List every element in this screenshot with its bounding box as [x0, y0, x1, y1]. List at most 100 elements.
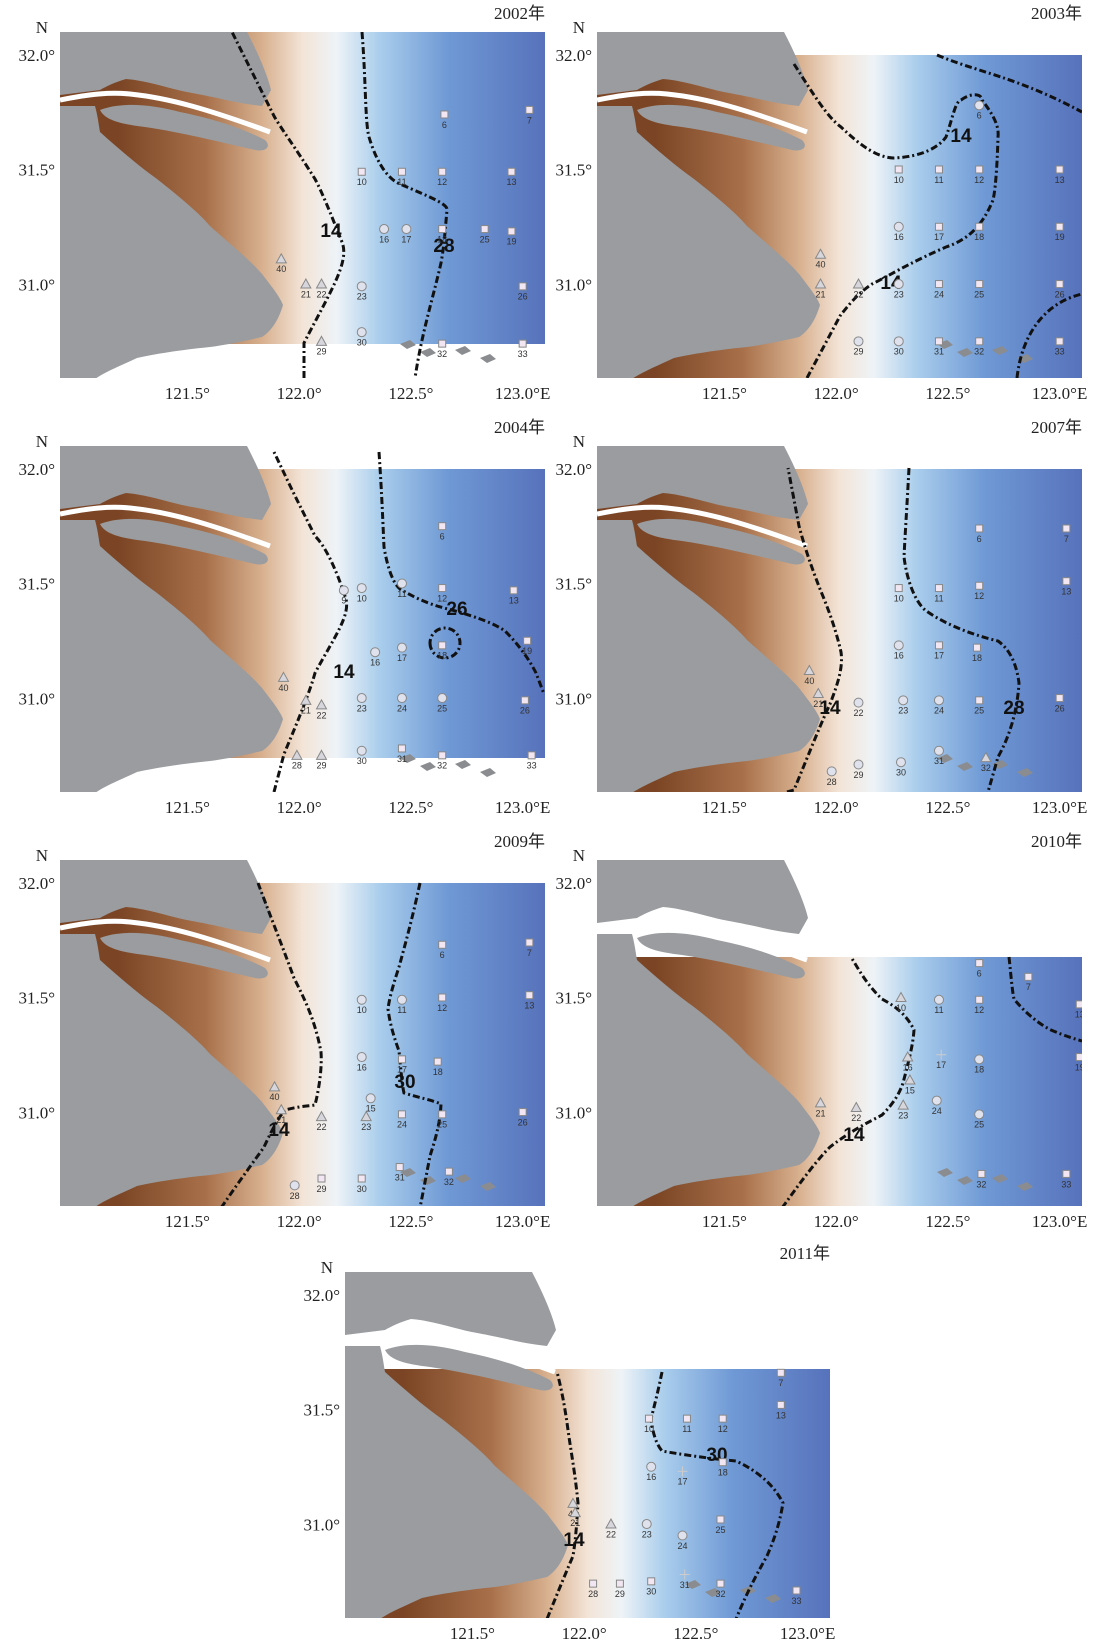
station [976, 525, 983, 532]
station-label: 25 [974, 706, 984, 716]
station-label: 31 [934, 347, 944, 357]
station-label: 6 [440, 950, 445, 960]
station [397, 579, 406, 588]
station-label: 23 [642, 1529, 652, 1539]
station-label: 12 [437, 177, 447, 187]
station [439, 642, 446, 649]
station-label: 16 [894, 651, 904, 661]
station-label: 24 [934, 289, 944, 299]
lat-tick-label: 31.0° [18, 275, 55, 294]
station [357, 746, 366, 755]
station [678, 1531, 687, 1540]
station-label: 18 [437, 651, 447, 661]
station-label: 19 [506, 237, 516, 247]
station [396, 1164, 403, 1171]
station-label: 30 [896, 768, 906, 778]
station-label: 16 [379, 234, 389, 244]
station [439, 994, 446, 1001]
station-label: 13 [1061, 587, 1071, 597]
north-label: N [36, 18, 48, 37]
station-label: 17 [934, 651, 944, 661]
panel-year: 2009年 [494, 832, 545, 851]
station-label: 17 [677, 1477, 687, 1487]
station [895, 585, 902, 592]
station [935, 585, 942, 592]
station-label: 18 [972, 653, 982, 663]
lon-tick-label: 122.0° [814, 384, 859, 403]
station [973, 644, 980, 651]
station-label: 25 [715, 1525, 725, 1535]
map-area: 1414610111213161718194021222324252629303… [597, 32, 1082, 379]
map-panel: 1414610111213161718194021222324252629303… [555, 4, 1087, 403]
station-label: 24 [934, 706, 944, 716]
station [439, 340, 446, 347]
station-label: 30 [894, 347, 904, 357]
station [935, 338, 942, 345]
station-label: 29 [316, 761, 326, 771]
map-area: 1428671011121316171840212223242526282930… [597, 446, 1082, 793]
station [397, 995, 406, 1004]
station-label: 16 [903, 1062, 913, 1072]
station-label: 10 [357, 593, 367, 603]
station [526, 992, 533, 999]
station-label: 32 [715, 1589, 725, 1599]
station-label: 11 [397, 589, 406, 599]
contour-label: 14 [950, 126, 972, 147]
station-label: 13 [524, 1001, 534, 1011]
lon-tick-label: 123.0°E [495, 384, 550, 403]
contour-label: 26 [446, 599, 467, 620]
lat-tick-label: 31.5° [555, 989, 592, 1008]
station-label: 17 [934, 232, 944, 242]
station [642, 1520, 651, 1529]
station [935, 281, 942, 288]
station-label: 10 [357, 1005, 367, 1015]
station-label: 7 [1064, 534, 1069, 544]
station-label: 13 [1075, 1010, 1085, 1020]
station [397, 643, 406, 652]
map-area: 1426691011121316171819402122232425262829… [60, 446, 545, 793]
station-label: 7 [1026, 982, 1031, 992]
station-label: 22 [851, 1113, 861, 1123]
station-label: 11 [934, 175, 943, 185]
station-label: 13 [1055, 175, 1065, 185]
station [524, 637, 531, 644]
station-label: 18 [974, 232, 984, 242]
station-label: 30 [646, 1587, 656, 1597]
station-label: 9 [341, 596, 346, 606]
contour-label: 14 [843, 1125, 865, 1146]
station [439, 226, 446, 233]
station-label: 32 [437, 761, 447, 771]
lat-tick-label: 32.0° [555, 46, 592, 65]
station-label: 16 [370, 658, 380, 668]
station [894, 280, 903, 289]
station-label: 29 [853, 770, 863, 780]
station-label: 12 [437, 593, 447, 603]
station-label: 30 [357, 338, 367, 348]
station-label: 30 [357, 1184, 367, 1194]
station-label: 13 [509, 596, 519, 606]
station-label: 23 [898, 706, 908, 716]
station [519, 283, 526, 290]
station-label: 12 [437, 1003, 447, 1013]
lon-tick-label: 123.0°E [1032, 1212, 1087, 1231]
station [339, 586, 348, 595]
station-label: 31 [397, 754, 407, 764]
station [894, 641, 903, 650]
station-label: 33 [1061, 1179, 1071, 1189]
lat-tick-label: 32.0° [555, 874, 592, 893]
station-label: 33 [527, 761, 537, 771]
station-label: 17 [397, 1065, 407, 1075]
station [975, 101, 984, 110]
station-label: 6 [442, 120, 447, 130]
lon-tick-label: 122.5° [388, 798, 433, 817]
station [1076, 1001, 1083, 1008]
station-label: 10 [357, 177, 367, 187]
lat-tick-label: 32.0° [303, 1286, 340, 1305]
station [439, 1111, 446, 1118]
station-label: 13 [776, 1410, 786, 1420]
station [318, 1175, 325, 1182]
lat-tick-label: 31.5° [18, 161, 55, 180]
station [777, 1401, 784, 1408]
lon-tick-label: 121.5° [702, 1212, 747, 1231]
